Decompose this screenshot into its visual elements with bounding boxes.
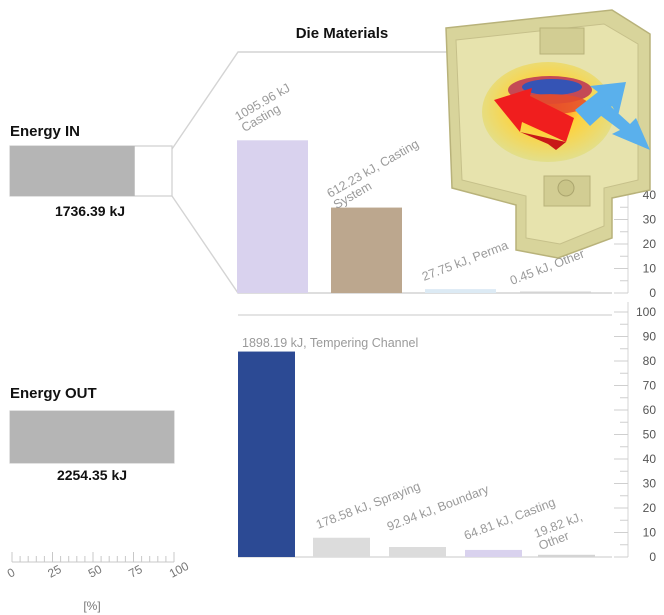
axis-tick-label: 0	[649, 550, 656, 564]
energy-out-bar	[10, 411, 174, 463]
energy-in-bar	[10, 146, 135, 196]
out-bar-label-other: 19.82 kJ,Other	[532, 510, 589, 553]
out-bar-label-tempering: 1898.19 kJ, Tempering Channel	[242, 336, 418, 350]
out-y-axis: 0 10 20 30 40 50 60 70 80 90 100	[614, 302, 656, 564]
in-bar-label-permanent: 27.75 kJ, Perma	[420, 238, 510, 284]
axis-tick-label: 40	[643, 452, 657, 466]
percent-tick-label: 0	[5, 565, 18, 581]
in-bar-other	[520, 291, 591, 293]
percent-scale: 0 25 50 75 100	[5, 552, 191, 581]
axis-tick-label: 70	[643, 379, 657, 393]
axis-tick-label: 0	[649, 286, 656, 300]
axis-tick-label: 30	[643, 477, 657, 491]
in-bar-label-casting: 1095.96 kJCasting	[233, 81, 299, 135]
percent-unit-label: [%]	[83, 599, 100, 613]
energy-in-label: Energy IN	[10, 123, 80, 140]
out-bar-tempering	[238, 351, 295, 557]
axis-tick-label: 10	[643, 526, 657, 540]
energy-out-label: Energy OUT	[10, 385, 97, 402]
energy-out-total: 2254.35 kJ	[57, 467, 127, 483]
axis-tick-label: 20	[643, 237, 657, 251]
in-bar-permanent	[425, 289, 496, 293]
axis-tick-label: 20	[643, 501, 657, 515]
out-bar-spraying	[313, 537, 370, 557]
axis-tick-label: 50	[643, 428, 657, 442]
axis-tick-label: 60	[643, 403, 657, 417]
energy-in-total: 1736.39 kJ	[55, 203, 125, 219]
percent-tick-label: 50	[86, 562, 105, 581]
in-bar-label-casting_system: 612.23 kJ, CastingSystem	[325, 137, 428, 212]
axis-tick-label: 10	[643, 262, 657, 276]
axis-tick-label: 100	[636, 305, 656, 319]
in-bar-casting	[237, 140, 308, 293]
axis-tick-label: 90	[643, 330, 657, 344]
in-bar-casting_system	[331, 207, 402, 293]
out-bar-boundary	[389, 546, 446, 557]
chart-title: Die Materials	[296, 25, 389, 42]
axis-tick-label: 80	[643, 354, 657, 368]
percent-tick-label: 75	[126, 562, 145, 581]
axis-tick-label: 30	[643, 213, 657, 227]
die-illustration	[445, 9, 651, 259]
out-bar-other	[538, 554, 595, 557]
out-bar-casting	[465, 549, 522, 557]
percent-tick-label: 25	[45, 562, 64, 581]
